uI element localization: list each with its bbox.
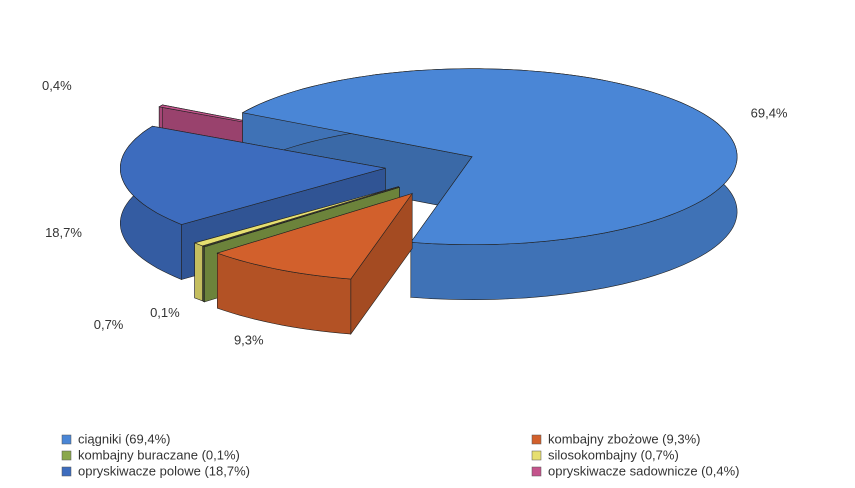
slice-top [193, 186, 399, 247]
slice-top [202, 187, 400, 248]
legend-swatch [61, 434, 72, 445]
data-label: 69,4% [751, 106, 788, 121]
legend-swatch [531, 450, 542, 461]
data-label: 0,1% [150, 305, 180, 320]
legend-swatch [61, 466, 72, 477]
legend-label: kombajny buraczane (0,1%) [78, 447, 240, 462]
legend-swatch [531, 466, 542, 477]
slice-wall [203, 246, 205, 303]
data-label: 9,3% [234, 333, 264, 348]
legend-label: opryskiwacze polowe (18,7%) [78, 463, 250, 478]
slice-top [120, 125, 386, 225]
data-label: 0,7% [94, 317, 124, 332]
legend-swatch [531, 434, 542, 445]
legend-swatch [61, 450, 72, 461]
legend-label: silosokombajny (0,7%) [548, 447, 679, 462]
slice-top [241, 68, 738, 246]
data-label: 18,7% [45, 225, 82, 240]
legend-label: kombajny zbożowe (9,3%) [548, 431, 700, 446]
slice-top [216, 192, 413, 280]
legend-label: opryskiwacze sadownicze (0,4%) [548, 463, 739, 478]
data-label: 0,4% [42, 78, 72, 93]
legend-label: ciągniki (69,4%) [78, 431, 171, 446]
slice-wall [194, 242, 203, 302]
